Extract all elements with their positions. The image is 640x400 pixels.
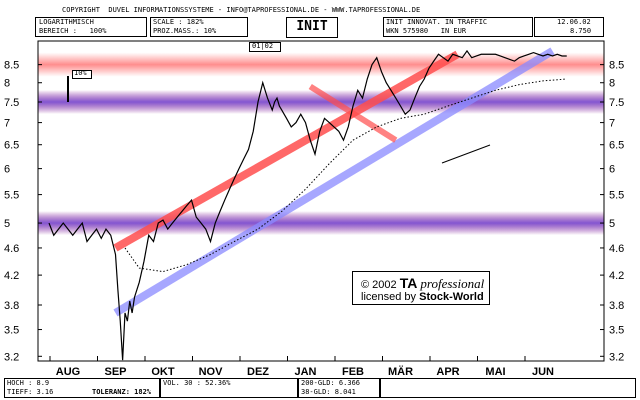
symbol-label: INIT bbox=[296, 19, 328, 34]
x-tick-label-jan: JAN bbox=[294, 366, 316, 378]
watermark-brand-suffix: professional bbox=[420, 276, 485, 291]
scale-label: SCALE : 182% bbox=[153, 18, 204, 26]
wkn-label: WKN 575980 IN EUR bbox=[386, 27, 467, 35]
copyright-line: COPYRIGHT DUVEL INFORMATIONSSYSTEME - IN… bbox=[62, 6, 421, 14]
x-tick-label-sep: SEP bbox=[104, 366, 126, 378]
y-tick-label-left: 6 bbox=[4, 164, 10, 176]
y-tick-label-right: 4.2 bbox=[609, 270, 624, 282]
percent-measure-label: PROZ.MASS.: 10% bbox=[153, 27, 217, 35]
price-line bbox=[48, 49, 567, 361]
footer-box-1 bbox=[4, 378, 160, 398]
y-tick-label-right: 7 bbox=[609, 118, 615, 130]
gld38-label: 38-GLD: 8.041 bbox=[301, 388, 356, 396]
watermark-license: licensed by bbox=[361, 291, 417, 303]
watermark: © 2002 TA professional licensed by Stock… bbox=[352, 271, 490, 305]
x-tick-label-mai: MAI bbox=[485, 366, 505, 378]
plot-frame bbox=[37, 40, 605, 362]
y-tick-label-right: 6 bbox=[609, 164, 615, 176]
y-tick-label-right: 3.8 bbox=[609, 300, 624, 312]
period-label: 01|02 bbox=[252, 42, 274, 50]
y-tick-label-right: 8.5 bbox=[609, 60, 624, 72]
moving-average-line bbox=[124, 78, 567, 273]
watermark-licensor: Stock-World bbox=[419, 291, 484, 303]
footer-box-4 bbox=[380, 378, 636, 398]
footer-box-3 bbox=[298, 378, 380, 398]
range-label: BEREICH : 100% bbox=[39, 27, 107, 35]
x-tick-label-dez: DEZ bbox=[247, 366, 269, 378]
y-tick-label-left: 4.2 bbox=[4, 270, 19, 282]
indicator-marker bbox=[67, 76, 69, 102]
y-tick-label-left: 3.5 bbox=[4, 325, 19, 337]
symbol-box bbox=[286, 17, 338, 38]
scale-type-box bbox=[35, 17, 147, 37]
x-tick-label-apr: APR bbox=[436, 366, 459, 378]
y-tick-label-left: 6.5 bbox=[4, 140, 19, 152]
x-tick-label-okt: OKT bbox=[151, 366, 175, 378]
tolerance-label: TOLERANZ: 182% bbox=[92, 388, 152, 396]
footer-box-2 bbox=[160, 378, 298, 398]
y-tick-label-left: 5.5 bbox=[4, 190, 19, 202]
x-tick-label-aug: AUG bbox=[56, 366, 80, 378]
watermark-brand: TA bbox=[399, 275, 418, 291]
y-tick-label-right: 3.5 bbox=[609, 325, 624, 337]
title-box bbox=[383, 17, 533, 37]
period-box bbox=[249, 42, 281, 52]
y-tick-label-left: 7.5 bbox=[4, 97, 19, 109]
x-tick-label-jun: JUN bbox=[532, 366, 554, 378]
date-box bbox=[534, 17, 604, 37]
low-label: TIEFF: 3.16 bbox=[7, 388, 54, 396]
y-tick-label-right: 8 bbox=[609, 78, 615, 90]
watermark-year: © 2002 bbox=[361, 279, 397, 291]
upper-trend-channel bbox=[113, 50, 460, 252]
y-tick-label-left: 3.2 bbox=[4, 351, 19, 363]
gld200-label: 200-GLD: 6.366 bbox=[301, 379, 361, 387]
scale-box bbox=[150, 17, 248, 37]
y-tick-label-left: 3.8 bbox=[4, 300, 19, 312]
x-tick-label-feb: FEB bbox=[342, 366, 364, 378]
volatility-label: VOL. 30 : 52.36% bbox=[163, 379, 231, 387]
indicator-label: 10% bbox=[74, 69, 87, 77]
y-tick-label-right: 5.5 bbox=[609, 190, 624, 202]
last-price-label: 8.750 bbox=[570, 27, 592, 35]
scale-type-label: LOGARITHMISCH bbox=[39, 18, 94, 26]
date-label: 12.06.02 bbox=[557, 18, 591, 26]
y-tick-label-right: 6.5 bbox=[609, 140, 624, 152]
trend-indicator-line bbox=[441, 144, 491, 164]
x-tick-label-nov: NOV bbox=[199, 366, 224, 378]
y-tick-label-right: 4.6 bbox=[609, 243, 624, 255]
high-label: HOCH : 8.9 bbox=[7, 379, 50, 387]
stock-title: INIT INNOVAT. IN TRAFFIC bbox=[386, 18, 488, 26]
y-tick-label-right: 7.5 bbox=[609, 97, 624, 109]
indicator-box bbox=[72, 70, 92, 79]
y-tick-label-right: 3.2 bbox=[609, 351, 624, 363]
resistance-segment bbox=[308, 83, 398, 143]
lower-trend-channel bbox=[113, 47, 555, 317]
y-tick-label-right: 5 bbox=[609, 218, 615, 230]
x-tick-label-mär: MÄR bbox=[388, 365, 413, 378]
y-tick-label-left: 8 bbox=[4, 78, 10, 90]
support-zone-1 bbox=[38, 211, 604, 236]
y-tick-label-left: 7 bbox=[4, 118, 10, 130]
y-tick-label-left: 8.5 bbox=[4, 60, 19, 72]
y-tick-label-left: 5 bbox=[4, 218, 10, 230]
y-tick-label-left: 4.6 bbox=[4, 243, 19, 255]
